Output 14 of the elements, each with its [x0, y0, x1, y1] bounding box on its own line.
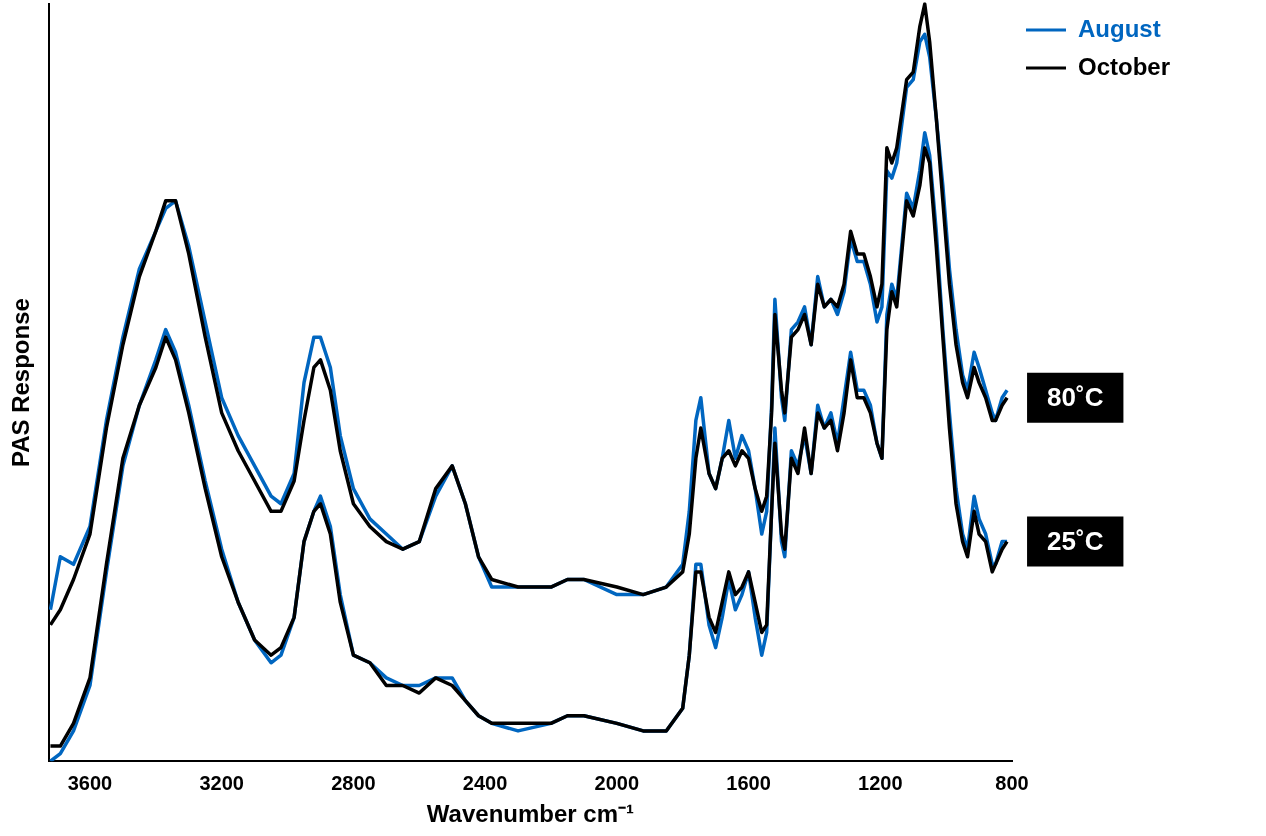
x-tick-label: 1600 [726, 771, 771, 794]
x-axis-title: Wavenumber cm⁻¹ [426, 800, 634, 828]
x-tick-label: 800 [995, 771, 1029, 794]
x-tick-label: 2400 [462, 771, 508, 794]
legend-label: October [1078, 52, 1171, 80]
x-tick-label: 2800 [331, 771, 376, 794]
x-tick-label: 3200 [199, 771, 244, 794]
x-tick-label: 2000 [594, 771, 640, 794]
x-tick-label: 3600 [67, 771, 113, 794]
legend-label: August [1078, 14, 1161, 42]
annotation: 25˚C [1047, 525, 1104, 556]
x-tick-label: 1200 [858, 771, 903, 794]
annotation: 80˚C [1047, 381, 1104, 412]
y-axis-title: PAS Response [7, 298, 35, 468]
